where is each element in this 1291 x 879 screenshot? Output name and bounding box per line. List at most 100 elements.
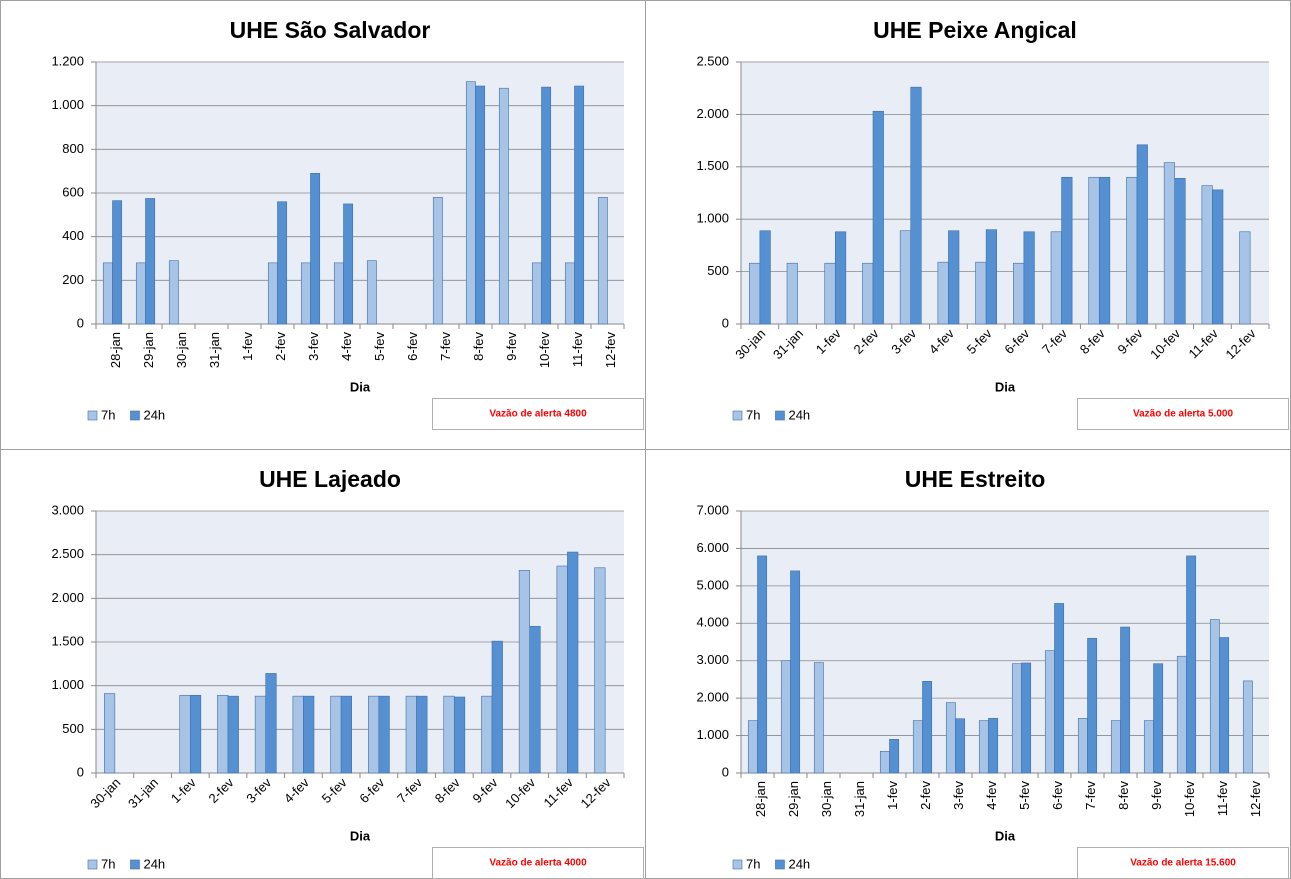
x-tick-label: 10-fev xyxy=(1182,781,1197,818)
bar xyxy=(267,262,278,325)
y-tick-label: 2.000 xyxy=(51,590,84,605)
bar xyxy=(378,695,390,774)
bar xyxy=(889,739,900,774)
bar xyxy=(872,110,884,325)
bar xyxy=(465,81,476,325)
y-tick-label: 1.000 xyxy=(696,211,729,226)
x-tick-label: 12-fev xyxy=(603,332,618,369)
x-tick-label: 30-jan xyxy=(87,775,123,811)
y-tick-label: 3.000 xyxy=(696,652,729,667)
y-tick-label: 500 xyxy=(62,721,84,736)
bar xyxy=(910,86,922,325)
bar xyxy=(1212,189,1224,325)
x-tick-label: 2-fev xyxy=(851,326,882,357)
bar xyxy=(988,718,999,774)
bar xyxy=(475,85,486,325)
x-tick-label: 28-jan xyxy=(108,332,123,368)
bar xyxy=(757,555,768,774)
x-tick-label: 5-fev xyxy=(319,775,350,806)
x-tick-label: 8-fev xyxy=(471,332,486,361)
x-tick-label: 12-fev xyxy=(578,775,615,812)
annotation-box xyxy=(432,398,644,430)
y-tick-label: 0 xyxy=(77,315,84,330)
bar xyxy=(1044,650,1055,774)
legend-label: 24h xyxy=(788,407,810,422)
bar xyxy=(310,173,321,325)
bar xyxy=(813,662,824,774)
bar xyxy=(1087,637,1098,774)
legend-swatch xyxy=(732,859,743,870)
bar xyxy=(780,660,791,774)
bar xyxy=(340,695,353,774)
y-tick-label: 0 xyxy=(722,315,729,330)
bar xyxy=(1050,231,1062,325)
bar xyxy=(597,197,608,325)
y-tick-label: 200 xyxy=(62,272,84,287)
x-tick-label: 4-fev xyxy=(339,332,354,361)
y-tick-label: 1.000 xyxy=(696,727,729,742)
bar xyxy=(1163,162,1176,325)
x-tick-label: 4-fev xyxy=(926,326,957,357)
bar xyxy=(217,694,229,774)
x-tick-label: 1-fev xyxy=(240,332,255,361)
bar xyxy=(531,262,542,325)
legend-swatch xyxy=(732,410,743,421)
bar xyxy=(330,695,342,774)
annotation: Vazão de alerta 5.000 xyxy=(1133,409,1234,420)
x-tick-label: 31-jan xyxy=(125,775,161,811)
bar xyxy=(481,695,493,774)
x-axis-title: Dia xyxy=(995,379,1016,394)
x-tick-label: 4-fev xyxy=(281,775,312,806)
x-axis-title: Dia xyxy=(995,828,1016,843)
y-tick-label: 500 xyxy=(707,263,729,278)
x-tick-label: 12-fev xyxy=(1248,781,1263,818)
legend-label: 7h xyxy=(101,407,115,422)
x-tick-label: 10-fev xyxy=(1147,326,1184,363)
chart-panel: UHE São Salvador 0 200 400 600 800 1.000 1.200 2… xyxy=(51,17,644,430)
bar xyxy=(945,702,956,774)
annotation-box xyxy=(1077,847,1289,879)
bar xyxy=(824,262,836,325)
x-tick-label: 1-fev xyxy=(813,326,844,357)
bar xyxy=(135,262,146,325)
bar xyxy=(145,198,156,325)
bar xyxy=(899,230,912,325)
legend-label: 24h xyxy=(788,856,810,871)
x-axis-title: Dia xyxy=(350,828,371,843)
y-tick-label: 600 xyxy=(62,184,84,199)
y-tick-label: 800 xyxy=(62,141,84,156)
x-tick-label: 3-fev xyxy=(888,326,919,357)
bar xyxy=(1021,662,1032,774)
y-tick-label: 2.000 xyxy=(696,106,729,121)
bar xyxy=(343,203,354,325)
x-tick-label: 28-jan xyxy=(753,781,768,817)
bar xyxy=(937,261,949,325)
bar xyxy=(759,230,771,325)
annotation-box xyxy=(1077,398,1289,430)
y-tick-label: 400 xyxy=(62,228,84,243)
x-tick-label: 31-jan xyxy=(852,781,867,817)
bar xyxy=(189,694,202,774)
x-tick-label: 8-fev xyxy=(432,775,463,806)
legend-label: 7h xyxy=(746,856,760,871)
bar xyxy=(594,567,606,774)
bar xyxy=(1153,663,1164,774)
x-tick-label: 1-fev xyxy=(168,775,199,806)
bar xyxy=(443,695,455,774)
bar xyxy=(975,261,987,325)
y-tick-label: 4.000 xyxy=(696,615,729,630)
bar xyxy=(265,673,277,774)
x-tick-label: 4-fev xyxy=(984,781,999,810)
bar xyxy=(405,695,417,774)
bar xyxy=(1174,178,1186,325)
x-tick-label: 9-fev xyxy=(504,332,519,361)
y-tick-label: 2.000 xyxy=(696,690,729,705)
bar xyxy=(978,720,989,774)
x-tick-label: 10-fev xyxy=(502,775,539,812)
bar xyxy=(1176,655,1187,774)
x-tick-label: 30-jan xyxy=(819,781,834,817)
chart-panel: UHE Estreito 0 1.000 2.000 3.000 4.000 5.000 6.… xyxy=(696,466,1289,879)
x-tick-label: 10-fev xyxy=(537,332,552,369)
x-tick-label: 29-jan xyxy=(141,332,156,368)
